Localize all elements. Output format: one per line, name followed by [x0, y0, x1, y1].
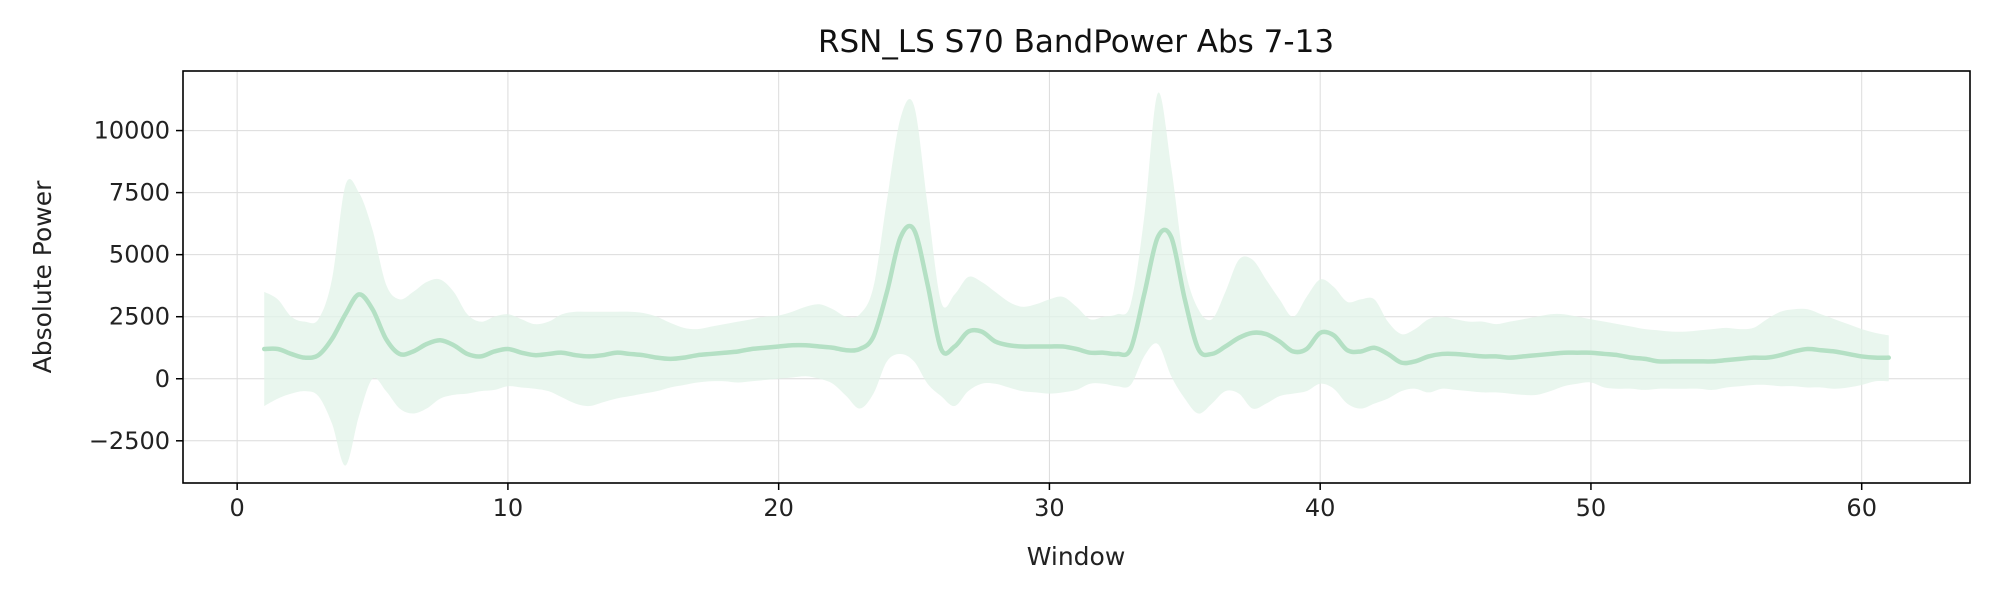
y-axis-title: Absolute Power [28, 180, 57, 374]
x-tick-label: 0 [230, 494, 245, 522]
plot-frame [182, 70, 1971, 484]
mean-power-line [261, 223, 1892, 366]
y-tick-label: 0 [155, 365, 170, 393]
y-axis: −2500 0 2500 5000 7500 10000 [89, 117, 183, 455]
x-tick-label: 40 [1305, 494, 1336, 522]
confidence-band [264, 92, 1889, 466]
x-tick-label: 60 [1846, 494, 1877, 522]
y-tick-label: 5000 [109, 241, 170, 269]
x-axis: 0 10 20 30 40 50 60 [230, 483, 1877, 522]
y-tick-label: −2500 [89, 427, 170, 455]
y-tick-label: 2500 [109, 303, 170, 331]
x-axis-title: Window [1027, 542, 1126, 571]
x-tick-label: 30 [1034, 494, 1065, 522]
y-tick-label: 10000 [94, 117, 170, 145]
chart-title: RSN_LS S70 BandPower Abs 7-13 [818, 24, 1334, 60]
x-tick-label: 50 [1576, 494, 1607, 522]
y-tick-label: 7500 [109, 179, 170, 207]
x-tick-label: 20 [763, 494, 794, 522]
x-tick-label: 10 [493, 494, 524, 522]
